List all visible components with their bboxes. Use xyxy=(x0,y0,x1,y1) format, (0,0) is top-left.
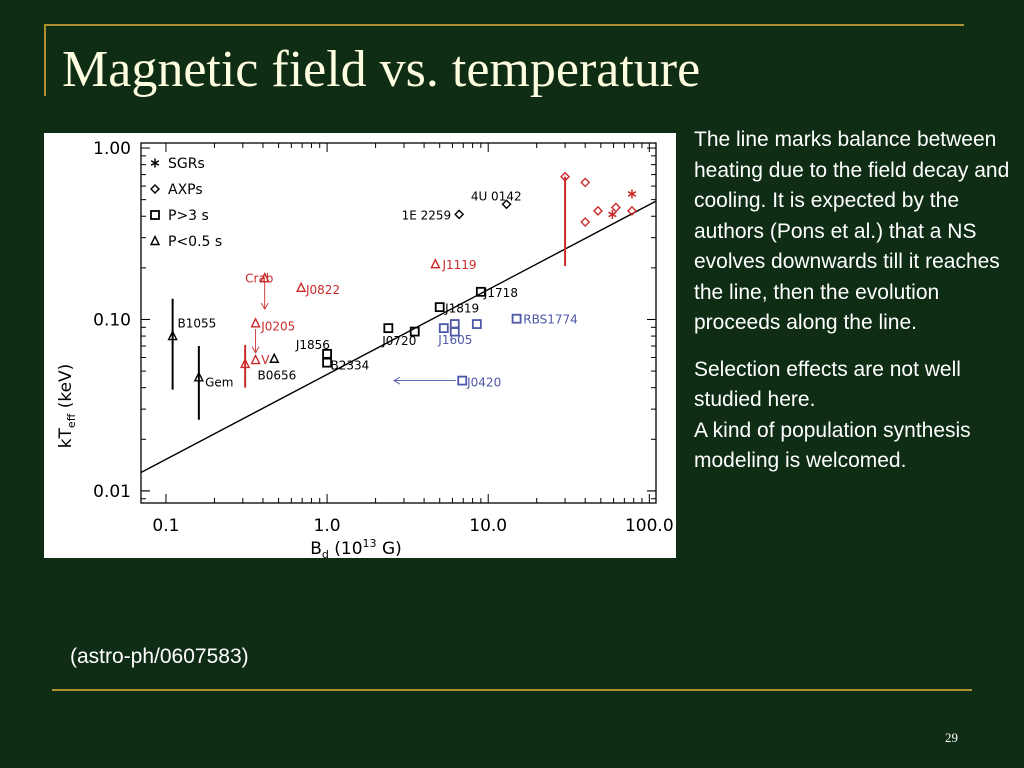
data-point-triangle xyxy=(250,317,261,328)
bottom-rule xyxy=(52,689,972,691)
data-point-triangle xyxy=(167,330,178,341)
arrow-head xyxy=(251,346,260,354)
point-label: J0420 xyxy=(466,375,501,389)
point-label: J1856 xyxy=(295,338,330,352)
data-point-square xyxy=(409,326,420,337)
legend-label: P<0.5 s xyxy=(168,234,222,250)
point-label: RBS1774 xyxy=(523,312,578,326)
y-tick-label: 0.01 xyxy=(93,482,131,502)
x-tick-label: 10.0 xyxy=(469,516,507,536)
y-tick-label: 0.10 xyxy=(93,310,131,330)
reference-citation: (astro-ph/0607583) xyxy=(70,645,249,668)
legend-marker xyxy=(150,158,160,168)
data-point-square xyxy=(438,323,449,334)
data-point-square xyxy=(457,375,468,386)
data-point-triangle xyxy=(269,352,280,363)
data-point-diamond xyxy=(592,205,603,216)
point-label: J1605 xyxy=(437,333,472,347)
legend-label: P>3 s xyxy=(168,208,209,224)
top-rule xyxy=(44,24,964,26)
data-point-square xyxy=(383,323,394,334)
slide-title: Magnetic field vs. temperature xyxy=(62,41,701,98)
data-point-diamond xyxy=(580,217,591,228)
balance-line xyxy=(140,200,657,474)
point-label: Crab xyxy=(245,272,273,286)
point-label: J0205 xyxy=(260,319,295,333)
point-label: B2334 xyxy=(330,358,369,372)
left-rule xyxy=(44,24,46,96)
legend-label: SGRs xyxy=(168,156,205,172)
point-label: J1119 xyxy=(441,258,476,272)
point-label: B0656 xyxy=(258,369,297,383)
chart-panel: 0.1 1.0 10.0 100.0 0.01 0.10 1.00 4U 0142 1E 22… xyxy=(44,133,676,558)
data-point-square xyxy=(471,319,482,329)
data-point-square xyxy=(322,357,332,368)
data-point-square xyxy=(475,286,486,297)
x-tick-label: 100.0 xyxy=(625,516,674,536)
data-point-square xyxy=(449,326,460,337)
legend-marker xyxy=(150,210,160,220)
point-label: V xyxy=(261,353,270,367)
arrow-head xyxy=(260,302,269,310)
explanation-text: The line marks balance between heating d… xyxy=(694,125,1019,477)
arrow-head xyxy=(393,376,401,385)
data-point-triangle xyxy=(193,371,204,382)
x-axis-label: Bd (1013 G) xyxy=(310,537,402,558)
data-point-star xyxy=(627,189,637,199)
y-axis-label: kTeff (keV) xyxy=(56,364,78,449)
point-label: Gem xyxy=(205,375,233,389)
data-point-triangle xyxy=(295,281,307,293)
data-point-diamond xyxy=(626,205,637,216)
page-number: 29 xyxy=(945,730,958,745)
data-point-triangle xyxy=(239,357,251,369)
legend-label: AXPs xyxy=(168,182,203,198)
data-point-diamond xyxy=(501,199,512,210)
data-point-diamond xyxy=(610,202,621,213)
data-point-star xyxy=(608,209,617,219)
x-tick-label: 1.0 xyxy=(314,516,341,536)
scatter-chart: 0.1 1.0 10.0 100.0 0.01 0.10 1.00 4U 0142 1E 22… xyxy=(56,139,674,558)
data-point-square xyxy=(511,313,522,324)
data-point-diamond xyxy=(580,177,591,188)
point-label: 4U 0142 xyxy=(471,190,522,204)
data-point-diamond xyxy=(454,209,465,220)
point-label: J0720 xyxy=(381,334,416,348)
point-label: B1055 xyxy=(178,316,217,330)
data-point-diamond xyxy=(560,171,571,182)
point-label: 1E 2259 xyxy=(402,208,452,222)
paragraph-population-synthesis: A kind of population synthesis modeling … xyxy=(694,418,971,473)
point-label: J1819 xyxy=(444,301,479,315)
x-tick-label: 0.1 xyxy=(152,516,179,536)
legend-marker xyxy=(150,184,160,194)
data-point-square xyxy=(434,302,445,313)
data-point-triangle xyxy=(259,272,270,283)
paragraph-balance-line: The line marks balance between heating d… xyxy=(694,128,1010,334)
data-point-triangle xyxy=(250,353,261,365)
data-point-triangle xyxy=(430,258,441,269)
paragraph-selection-effects: Selection effects are not well studied h… xyxy=(694,357,961,412)
plot-frame xyxy=(140,142,657,504)
point-label: J0822 xyxy=(305,283,340,297)
y-tick-label: 1.00 xyxy=(93,139,131,159)
point-label: J1718 xyxy=(483,286,518,300)
legend-marker xyxy=(149,234,161,246)
